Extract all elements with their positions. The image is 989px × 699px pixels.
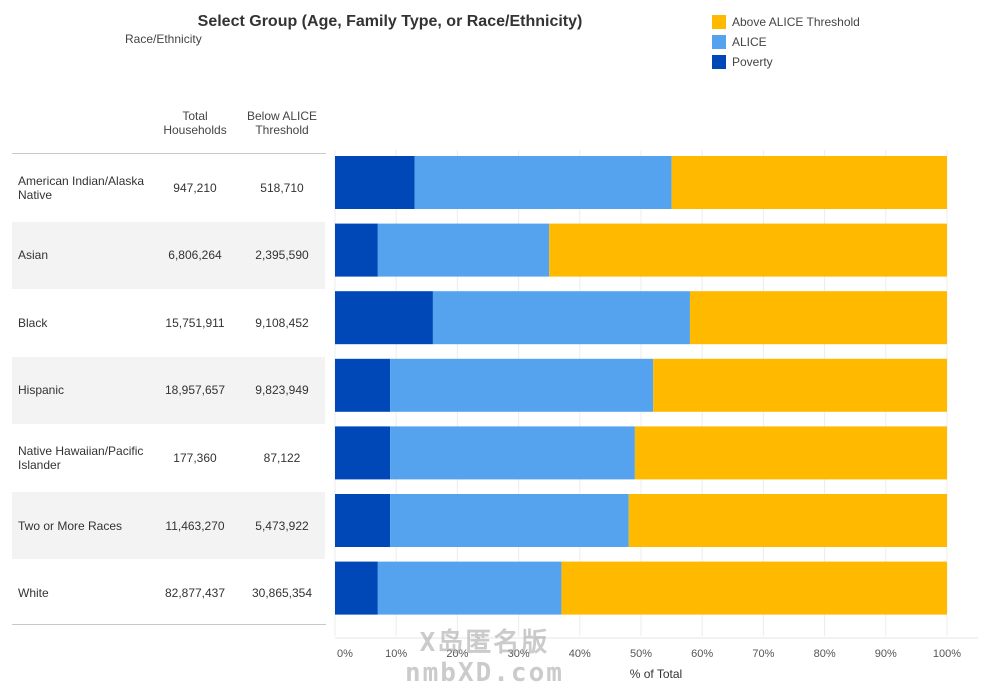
bar-alice[interactable]: Hispanic — ALICE: 43% <box>390 358 654 412</box>
legend-label: ALICE <box>732 35 767 49</box>
bar-above-alice-threshold[interactable]: American Indian/Alaska Native — Above AL… <box>671 156 947 209</box>
x-tick-label: 10% <box>385 648 407 660</box>
legend-item-alice[interactable]: ALICE <box>712 32 860 52</box>
row-category-label: White <box>18 586 49 601</box>
legend-label: Above ALICE Threshold <box>732 15 860 29</box>
below-alice-header: Below ALICE Threshold <box>246 109 318 137</box>
bar-above-alice-threshold[interactable]: Hispanic — Above ALICE Threshold: 48% <box>653 358 947 412</box>
legend-label: Poverty <box>732 55 773 69</box>
table-row[interactable]: Black 15,751,911 9,108,452 <box>12 289 325 356</box>
row-total-households: 15,751,911 <box>165 315 225 330</box>
row-category-label: Hispanic <box>18 383 65 398</box>
row-below-alice: 30,865,354 <box>251 586 313 601</box>
total-households-header: Total Households <box>163 109 227 137</box>
watermark-line2: nmbXD.com <box>405 658 564 688</box>
row-below-alice: 9,823,949 <box>255 383 309 398</box>
bar-above-alice-threshold[interactable]: Two or More Races — Above ALICE Threshol… <box>628 494 947 547</box>
bar-above-alice-threshold[interactable]: White — Above ALICE Threshold: 63% <box>561 561 947 615</box>
x-tick-label: 100% <box>933 648 961 660</box>
bar-alice[interactable]: American Indian/Alaska Native — ALICE: 4… <box>414 156 672 209</box>
watermark: X岛匿名版 nmbXD.com <box>405 628 564 688</box>
row-total-households: 82,877,437 <box>164 586 226 601</box>
table-row[interactable]: Asian 6,806,264 2,395,590 <box>12 221 325 289</box>
row-total-households: 177,360 <box>173 450 217 465</box>
legend-item-poverty[interactable]: Poverty <box>712 52 860 72</box>
table-row[interactable]: Native Hawaiian/Pacific Islander 177,360 8… <box>12 424 325 491</box>
row-below-alice: 87,122 <box>263 450 301 465</box>
table-top-rule <box>12 153 326 154</box>
x-tick-label: 20% <box>446 648 468 660</box>
bar-poverty[interactable]: Asian — Poverty: 7% <box>335 223 378 277</box>
group-selector[interactable]: Race/Ethnicity <box>125 32 202 46</box>
legend-swatch <box>712 55 726 69</box>
row-below-alice: 5,473,922 <box>255 518 309 533</box>
row-category-label: American Indian/Alaska Native <box>18 173 145 202</box>
bar-alice[interactable]: Two or More Races — ALICE: 39% <box>390 494 629 547</box>
x-axis-label: % of Total <box>630 667 682 681</box>
row-total-households: 947,210 <box>173 180 217 195</box>
x-tick-label: 90% <box>875 648 897 660</box>
x-tick-label: 30% <box>508 648 530 660</box>
table-row[interactable]: White 82,877,437 30,865,354 <box>12 560 325 627</box>
chart-title: Select Group (Age, Family Type, or Race/… <box>197 13 583 30</box>
legend-swatch <box>712 35 726 49</box>
bar-above-alice-threshold[interactable]: Black — Above ALICE Threshold: 42% <box>689 291 947 345</box>
row-below-alice: 2,395,590 <box>255 248 309 263</box>
x-tick-label: 80% <box>814 648 836 660</box>
row-total-households: 11,463,270 <box>165 518 225 533</box>
bar-alice[interactable]: Black — ALICE: 42% <box>432 291 690 345</box>
table-row[interactable]: Hispanic 18,957,657 9,823,949 <box>12 356 325 424</box>
row-total-households: 6,806,264 <box>168 248 222 263</box>
x-tick-label: 60% <box>691 648 713 660</box>
row-category-label: Two or More Races <box>18 518 123 533</box>
row-category-label: Asian <box>18 248 49 263</box>
row-below-alice: 518,710 <box>260 180 304 195</box>
x-tick-label: 50% <box>630 648 652 660</box>
bar-poverty[interactable]: Two or More Races — Poverty: 9% <box>335 494 391 547</box>
legend: Above ALICE Threshold ALICE Poverty <box>712 12 860 72</box>
row-category-label: Native Hawaiian/Pacific Islander <box>18 443 144 472</box>
bar-poverty[interactable]: White — Poverty: 7% <box>335 561 378 615</box>
row-below-alice: 9,108,452 <box>255 315 309 330</box>
bar-alice[interactable]: Asian — ALICE: 28% <box>377 223 550 277</box>
row-category-label: Black <box>18 315 48 330</box>
bar-alice[interactable]: White — ALICE: 30% <box>377 561 562 615</box>
bar-alice[interactable]: Native Hawaiian/Pacific Islander — ALICE… <box>390 426 635 480</box>
legend-swatch <box>712 15 726 29</box>
bar-poverty[interactable]: Native Hawaiian/Pacific Islander — Pover… <box>335 426 391 480</box>
watermark-line1: X岛匿名版 <box>419 628 550 658</box>
x-tick-label: 70% <box>752 648 774 660</box>
bar-above-alice-threshold[interactable]: Asian — Above ALICE Threshold: 65% <box>549 223 947 277</box>
legend-item-above-alice-threshold[interactable]: Above ALICE Threshold <box>712 12 860 32</box>
x-tick-label: 40% <box>569 648 591 660</box>
table-row[interactable]: American Indian/Alaska Native 947,210 518,… <box>12 154 325 221</box>
x-tick-label: 0% <box>337 648 353 660</box>
bar-above-alice-threshold[interactable]: Native Hawaiian/Pacific Islander — Above… <box>634 426 947 480</box>
row-total-households: 18,957,657 <box>164 383 226 398</box>
bar-poverty[interactable]: Hispanic — Poverty: 9% <box>335 358 391 412</box>
table-row[interactable]: Two or More Races 11,463,270 5,473,922 <box>12 492 325 559</box>
bar-poverty[interactable]: American Indian/Alaska Native — Poverty:… <box>335 156 415 209</box>
table-bottom-rule <box>12 624 326 625</box>
bar-poverty[interactable]: Black — Poverty: 16% <box>335 291 433 345</box>
